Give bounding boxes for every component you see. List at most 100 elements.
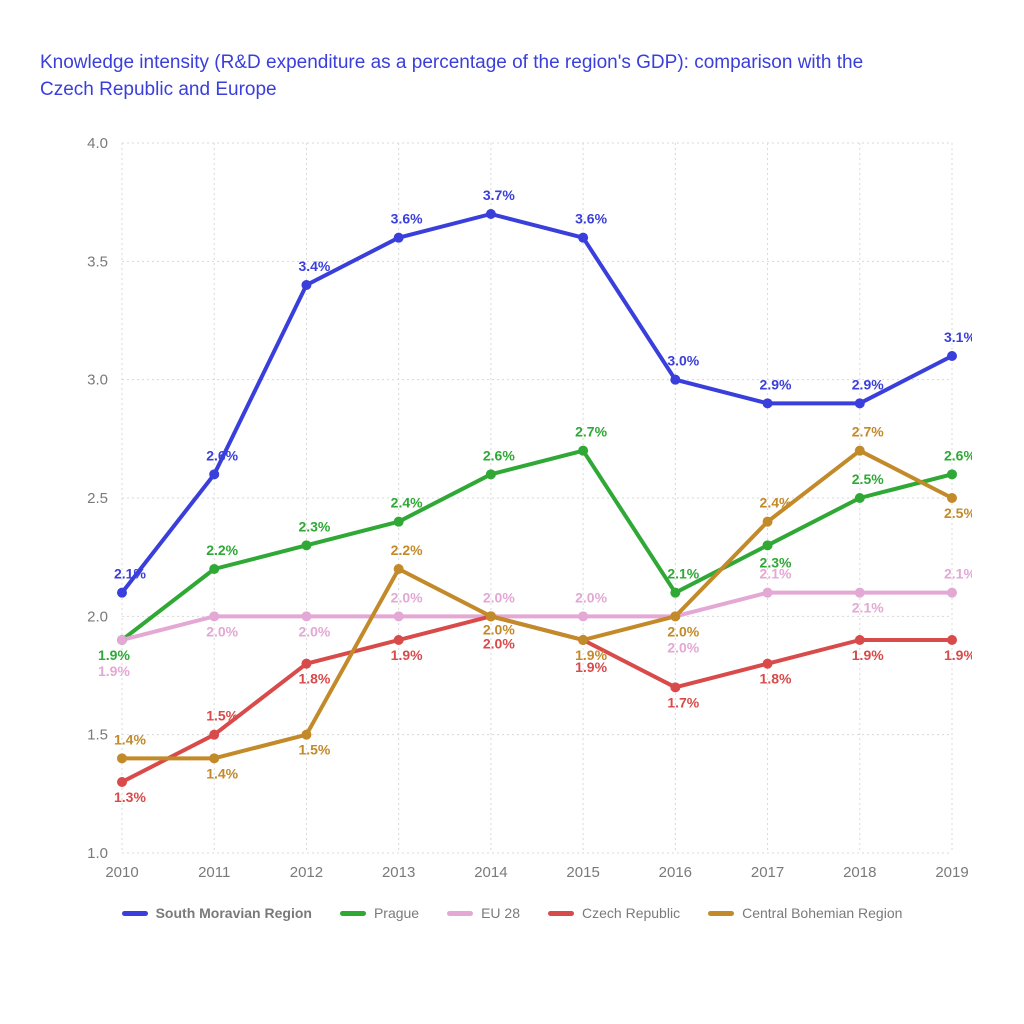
data-point xyxy=(486,209,496,219)
data-label: 2.1% xyxy=(852,600,884,616)
data-point xyxy=(301,730,311,740)
y-axis-tick-label: 2.0 xyxy=(87,609,108,626)
data-label: 3.4% xyxy=(298,258,330,274)
data-point xyxy=(947,588,957,598)
data-label: 1.9% xyxy=(944,647,972,663)
data-label: 1.3% xyxy=(114,789,146,805)
data-label: 2.3% xyxy=(298,519,330,535)
y-axis-tick-label: 2.5 xyxy=(87,490,108,507)
x-axis-tick-label: 2018 xyxy=(843,864,876,881)
data-label: 3.7% xyxy=(483,187,515,203)
data-point xyxy=(117,588,127,598)
series-line xyxy=(122,617,952,783)
data-point xyxy=(855,635,865,645)
x-axis-tick-label: 2019 xyxy=(935,864,968,881)
data-point xyxy=(670,375,680,385)
chart-container: 1.01.52.02.53.03.54.02010201120122013201… xyxy=(52,133,972,893)
data-label: 2.5% xyxy=(852,471,884,487)
data-point xyxy=(301,541,311,551)
data-point xyxy=(209,730,219,740)
data-point xyxy=(117,777,127,787)
data-point xyxy=(763,517,773,527)
data-label: 2.1% xyxy=(114,566,146,582)
data-point xyxy=(578,446,588,456)
data-label: 2.7% xyxy=(852,424,884,440)
x-axis-tick-label: 2012 xyxy=(290,864,323,881)
x-axis-tick-label: 2010 xyxy=(105,864,138,881)
legend-swatch xyxy=(340,911,366,916)
legend-label: Prague xyxy=(374,905,419,921)
data-label: 1.8% xyxy=(298,671,330,687)
data-label: 2.0% xyxy=(391,590,423,606)
y-axis-tick-label: 1.5 xyxy=(87,727,108,744)
legend-item: Central Bohemian Region xyxy=(708,905,902,921)
data-point xyxy=(670,588,680,598)
series-line xyxy=(122,451,952,640)
data-point xyxy=(947,493,957,503)
data-point xyxy=(209,754,219,764)
data-point xyxy=(486,470,496,480)
chart-title: Knowledge intensity (R&D expenditure as … xyxy=(40,50,920,103)
data-label: 2.0% xyxy=(667,640,699,656)
legend-item: EU 28 xyxy=(447,905,520,921)
legend-label: Central Bohemian Region xyxy=(742,905,902,921)
data-point xyxy=(855,493,865,503)
data-label: 2.5% xyxy=(944,505,972,521)
data-label: 1.8% xyxy=(760,671,792,687)
data-point xyxy=(670,683,680,693)
data-point xyxy=(301,659,311,669)
data-label: 2.2% xyxy=(391,542,423,558)
x-axis-tick-label: 2013 xyxy=(382,864,415,881)
data-point xyxy=(578,612,588,622)
data-point xyxy=(394,635,404,645)
data-point xyxy=(763,588,773,598)
data-label: 2.0% xyxy=(206,624,238,640)
legend-swatch xyxy=(708,911,734,916)
series-line xyxy=(122,214,952,593)
data-point xyxy=(394,233,404,243)
data-label: 2.0% xyxy=(483,636,515,652)
data-point xyxy=(670,612,680,622)
y-axis-tick-label: 3.0 xyxy=(87,372,108,389)
legend-swatch xyxy=(447,911,473,916)
legend-item: Czech Republic xyxy=(548,905,680,921)
data-label: 1.7% xyxy=(667,695,699,711)
data-point xyxy=(209,470,219,480)
data-label: 2.0% xyxy=(667,624,699,640)
data-point xyxy=(855,588,865,598)
y-axis-tick-label: 1.0 xyxy=(87,845,108,862)
data-label: 3.6% xyxy=(391,211,423,227)
data-point xyxy=(947,470,957,480)
data-label: 2.2% xyxy=(206,542,238,558)
data-label: 2.0% xyxy=(483,622,515,638)
data-label: 1.5% xyxy=(298,742,330,758)
data-point xyxy=(763,541,773,551)
y-axis-tick-label: 3.5 xyxy=(87,254,108,271)
data-label: 3.1% xyxy=(944,329,972,345)
data-label: 2.4% xyxy=(760,495,792,511)
data-label: 1.9% xyxy=(852,647,884,663)
data-label: 2.1% xyxy=(667,566,699,582)
data-label: 2.0% xyxy=(575,590,607,606)
x-axis-tick-label: 2014 xyxy=(474,864,507,881)
data-label: 2.0% xyxy=(483,590,515,606)
data-point xyxy=(763,659,773,669)
data-point xyxy=(763,399,773,409)
x-axis-tick-label: 2016 xyxy=(659,864,692,881)
legend-item: South Moravian Region xyxy=(122,905,312,921)
data-label: 2.6% xyxy=(483,448,515,464)
data-point xyxy=(394,517,404,527)
data-point xyxy=(947,635,957,645)
data-point xyxy=(486,612,496,622)
legend-label: EU 28 xyxy=(481,905,520,921)
data-point xyxy=(117,754,127,764)
data-label: 1.9% xyxy=(391,647,423,663)
data-point xyxy=(578,635,588,645)
data-point xyxy=(947,351,957,361)
data-label: 2.9% xyxy=(760,377,792,393)
data-label: 2.1% xyxy=(944,566,972,582)
y-axis-tick-label: 4.0 xyxy=(87,135,108,152)
data-point xyxy=(301,280,311,290)
legend: South Moravian Region Prague EU 28 Czech Re… xyxy=(40,905,984,921)
data-point xyxy=(855,446,865,456)
